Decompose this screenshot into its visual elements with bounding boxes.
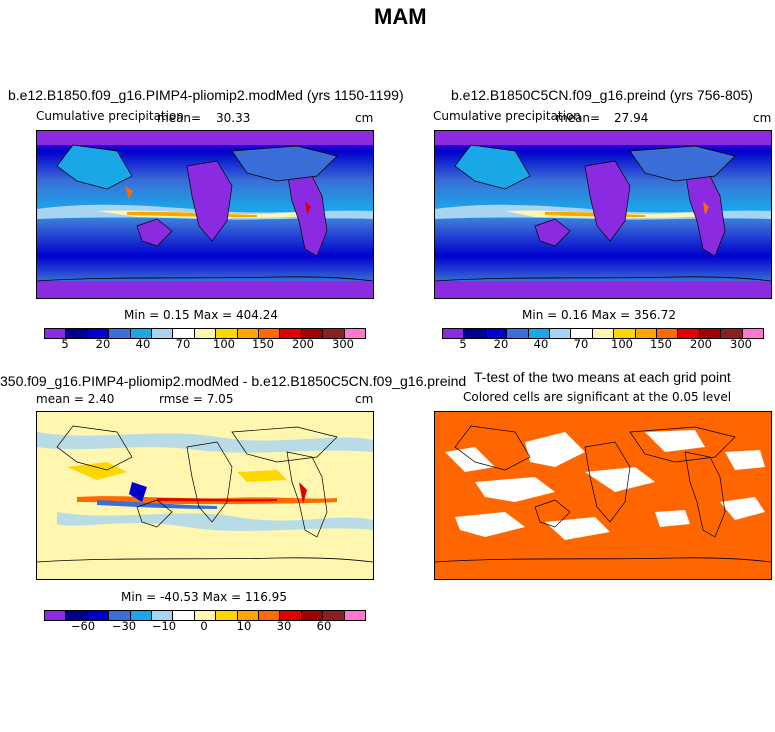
colorbar-tick: 30 xyxy=(276,619,292,633)
panel-subtitle-bottom-right: Colored cells are significant at the 0.0… xyxy=(463,390,732,404)
mean-label-top-left: mean= xyxy=(157,111,202,125)
colorbar-tick: 5 xyxy=(61,337,69,351)
colorbar-swatch xyxy=(216,329,238,338)
panel-title-bottom-right: T-test of the two means at each grid poi… xyxy=(474,369,731,385)
units-bottom-left: cm xyxy=(355,392,374,406)
colorbar-swatch xyxy=(173,611,195,620)
colorbar-swatch xyxy=(45,611,67,620)
precip-map-top-left xyxy=(36,130,374,299)
colorbar-swatch xyxy=(507,329,529,338)
colorbar-swatch xyxy=(550,329,572,338)
colorbar-swatch xyxy=(259,611,281,620)
minmax-bottom-left: Min = -40.53 Max = 116.95 xyxy=(121,590,287,604)
colorbar-swatch xyxy=(237,611,260,620)
colorbar-top-left xyxy=(44,328,366,339)
colorbar-swatch xyxy=(109,329,131,338)
colorbar-swatch xyxy=(301,329,324,338)
colorbar-swatch xyxy=(280,611,302,620)
colorbar-tick: 20 xyxy=(95,337,111,351)
colorbar-swatch xyxy=(66,329,88,338)
colorbar-swatch xyxy=(280,329,302,338)
colorbar-swatch xyxy=(130,329,153,338)
colorbar-swatch xyxy=(742,329,764,338)
colorbar-swatch xyxy=(259,329,281,338)
colorbar-tick: 200 xyxy=(690,337,712,351)
colorbar-tick: 20 xyxy=(493,337,509,351)
mean-value-top-left: 30.33 xyxy=(216,111,251,125)
mean-text-bottom-left: mean = 2.40 xyxy=(36,392,115,406)
colorbar-swatch xyxy=(152,611,174,620)
colorbar-tick: 40 xyxy=(135,337,151,351)
colorbar-swatch xyxy=(657,329,679,338)
colorbar-tick: −30 xyxy=(111,619,137,633)
colorbar-swatch xyxy=(571,329,593,338)
colorbar-top-right xyxy=(442,328,764,339)
mean-value-top-right: 27.94 xyxy=(614,111,649,125)
colorbar-tick: 60 xyxy=(316,619,332,633)
colorbar-tick: 300 xyxy=(332,337,354,351)
colorbar-swatch xyxy=(443,329,465,338)
colorbar-tick: 150 xyxy=(650,337,672,351)
colorbar-swatch xyxy=(464,329,486,338)
panel-subtitle-top-right: Cumulative precipitation xyxy=(433,109,581,123)
panel-title-top-left: b.e12.B1850.f09_g16.PIMP4-pliomip2.modMe… xyxy=(8,87,404,103)
colorbar-tick: 100 xyxy=(213,337,235,351)
colorbar-swatch xyxy=(301,611,324,620)
colorbar-tick: 0 xyxy=(200,619,208,633)
colorbar-tick: 40 xyxy=(533,337,549,351)
colorbar-swatch xyxy=(323,611,345,620)
precip-map-top-right xyxy=(434,130,772,299)
colorbar-tick: 70 xyxy=(175,337,191,351)
colorbar-swatch xyxy=(485,329,508,338)
panel-title-top-right: b.e12.B1850C5CN.f09_g16.preind (yrs 756-… xyxy=(451,87,753,103)
colorbar-swatch xyxy=(194,329,217,338)
colorbar-swatch xyxy=(216,611,238,620)
colorbar-swatch xyxy=(344,611,366,620)
colorbar-swatch xyxy=(614,329,636,338)
colorbar-tick: −60 xyxy=(70,619,96,633)
colorbar-swatch xyxy=(173,329,195,338)
colorbar-tick: 100 xyxy=(611,337,633,351)
colorbar-swatch xyxy=(45,329,67,338)
colorbar-swatch xyxy=(635,329,658,338)
units-top-right: cm xyxy=(753,111,772,125)
mean-label-top-right: mean= xyxy=(556,111,601,125)
colorbar-tick: 200 xyxy=(292,337,314,351)
rmse-text-bottom-left: rmse = 7.05 xyxy=(159,392,234,406)
colorbar-tick: 300 xyxy=(730,337,752,351)
colorbar-swatch xyxy=(344,329,366,338)
panel-subtitle-top-left: Cumulative precipitation xyxy=(36,109,184,123)
colorbar-tick: 5 xyxy=(459,337,467,351)
colorbar-swatch xyxy=(528,329,551,338)
colorbar-swatch xyxy=(66,611,88,620)
colorbar-swatch xyxy=(87,611,110,620)
figure-title: MAM xyxy=(374,4,427,29)
colorbar-swatch xyxy=(678,329,700,338)
colorbar-swatch xyxy=(721,329,743,338)
colorbar-swatch xyxy=(109,611,131,620)
colorbar-swatch xyxy=(323,329,345,338)
ttest-map xyxy=(434,411,772,580)
colorbar-swatch xyxy=(130,611,153,620)
panel-title-bottom-left: 350.f09_g16.PIMP4-pliomip2.modMed - b.e1… xyxy=(0,373,467,389)
colorbar-swatch xyxy=(87,329,110,338)
colorbar-swatch xyxy=(152,329,174,338)
colorbar-tick: 70 xyxy=(573,337,589,351)
colorbar-swatch xyxy=(237,329,260,338)
minmax-top-right: Min = 0.16 Max = 356.72 xyxy=(522,308,676,322)
colorbar-swatch xyxy=(699,329,722,338)
colorbar-tick: −10 xyxy=(151,619,177,633)
colorbar-bottom-left xyxy=(44,610,366,621)
difference-map xyxy=(36,411,374,580)
minmax-top-left: Min = 0.15 Max = 404.24 xyxy=(124,308,278,322)
colorbar-swatch xyxy=(592,329,615,338)
units-top-left: cm xyxy=(355,111,374,125)
colorbar-tick: 150 xyxy=(252,337,274,351)
colorbar-tick: 10 xyxy=(236,619,252,633)
colorbar-swatch xyxy=(194,611,217,620)
